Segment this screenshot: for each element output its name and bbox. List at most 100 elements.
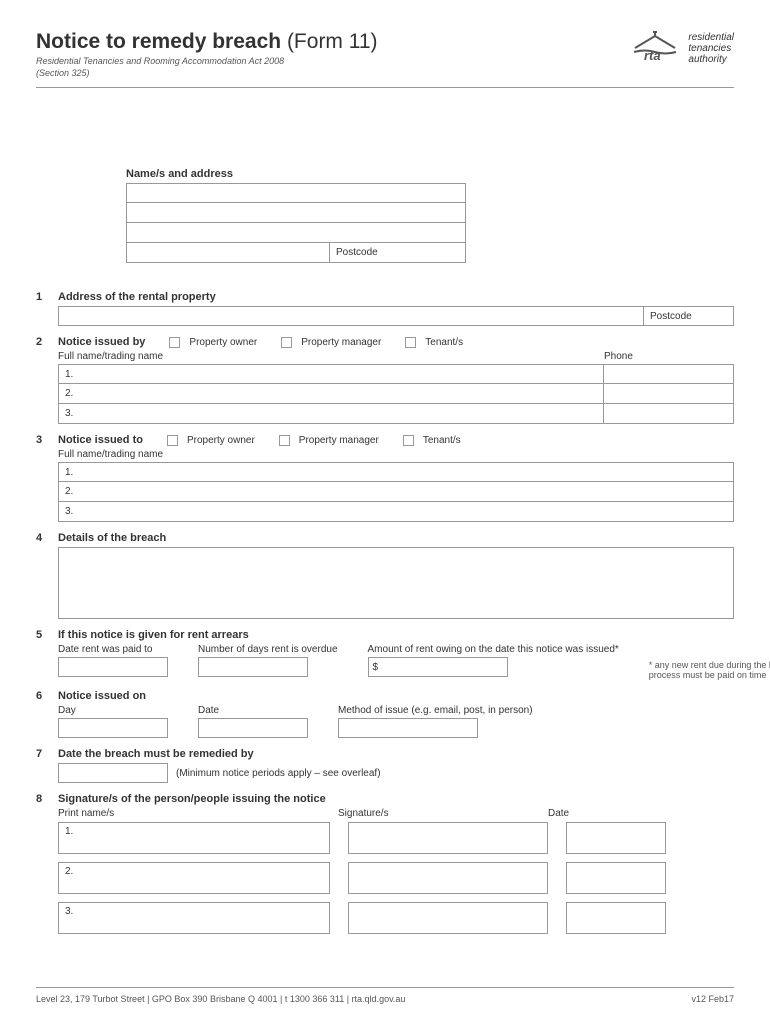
signature-label: Signature/s bbox=[338, 808, 548, 819]
to-owner-label: Property owner bbox=[187, 435, 255, 446]
footer-rule bbox=[36, 987, 734, 988]
rent-paid-input[interactable] bbox=[58, 657, 168, 677]
signature-2[interactable] bbox=[348, 862, 548, 894]
postcode-label: Postcode bbox=[330, 243, 466, 263]
rent-note: * any new rent due during the breach pro… bbox=[649, 644, 770, 680]
page-footer: Level 23, 179 Turbot Street | GPO Box 39… bbox=[36, 987, 734, 1004]
section-4-num: 4 bbox=[36, 532, 58, 619]
method-input[interactable] bbox=[338, 718, 478, 738]
section-2-num: 2 bbox=[36, 336, 58, 424]
form-header: Notice to remedy breach (Form 11) Reside… bbox=[36, 30, 734, 79]
issued-to-table: 1. 2. 3. bbox=[58, 462, 734, 522]
sig-date-3[interactable] bbox=[566, 902, 666, 934]
names-address-block: Name/s and address Postcode bbox=[126, 168, 466, 263]
issuedby-name-2[interactable]: 2. bbox=[58, 384, 604, 404]
date-label: Date bbox=[198, 705, 308, 716]
header-rule bbox=[36, 87, 734, 88]
remedy-date-input[interactable] bbox=[58, 763, 168, 783]
to-manager-checkbox[interactable] bbox=[279, 435, 290, 446]
subtitle-line1: Residential Tenancies and Rooming Accomm… bbox=[36, 56, 378, 68]
rental-address-input[interactable] bbox=[58, 306, 644, 326]
section-7-heading: Date the breach must be remedied by bbox=[58, 748, 734, 760]
logo-text: residential tenancies authority bbox=[688, 32, 734, 65]
sig-date-2[interactable] bbox=[566, 862, 666, 894]
to-tenant-checkbox[interactable] bbox=[403, 435, 414, 446]
manager-checkbox[interactable] bbox=[281, 337, 292, 348]
tenant-label: Tenant/s bbox=[425, 337, 463, 348]
issuedto-name-3[interactable]: 3. bbox=[58, 502, 734, 522]
date-input[interactable] bbox=[198, 718, 308, 738]
names-heading: Name/s and address bbox=[126, 168, 466, 180]
section-5-heading: If this notice is given for rent arrears bbox=[58, 629, 770, 641]
footer-version: v12 Feb17 bbox=[691, 994, 734, 1004]
issuedby-name-3[interactable]: 3. bbox=[58, 404, 604, 424]
days-overdue-label: Number of days rent is overdue bbox=[198, 644, 338, 655]
amount-owing-input[interactable]: $ bbox=[368, 657, 508, 677]
svg-text:rta: rta bbox=[644, 48, 661, 63]
section-3-heading: Notice issued to bbox=[58, 434, 143, 446]
section-6-heading: Notice issued on bbox=[58, 690, 734, 702]
name-input-3[interactable] bbox=[126, 223, 466, 243]
section-6-num: 6 bbox=[36, 690, 58, 738]
section-4: 4 Details of the breach bbox=[36, 532, 734, 619]
to-owner-checkbox[interactable] bbox=[167, 435, 178, 446]
subtitle-line2: (Section 325) bbox=[36, 68, 378, 80]
issuedto-name-2[interactable]: 2. bbox=[58, 482, 734, 502]
phone-label: Phone bbox=[604, 351, 734, 362]
section-5: 5 If this notice is given for rent arrea… bbox=[36, 629, 734, 680]
print-name-2[interactable]: 2. bbox=[58, 862, 330, 894]
remedy-note: (Minimum notice periods apply – see over… bbox=[176, 768, 381, 779]
issuedby-phone-2[interactable] bbox=[604, 384, 734, 404]
to-manager-label: Property manager bbox=[299, 435, 379, 446]
title-bold: Notice to remedy breach bbox=[36, 30, 281, 53]
section-3-num: 3 bbox=[36, 434, 58, 522]
sig-date-1[interactable] bbox=[566, 822, 666, 854]
logo-block: rta residential tenancies authority bbox=[630, 30, 734, 66]
section-7-num: 7 bbox=[36, 748, 58, 783]
section-8-heading: Signature/s of the person/people issuing… bbox=[58, 793, 734, 805]
sig-date-label: Date bbox=[548, 808, 648, 819]
tenant-checkbox[interactable] bbox=[405, 337, 416, 348]
issued-by-row: Notice issued by Property owner Property… bbox=[58, 336, 734, 348]
name-input-2[interactable] bbox=[126, 203, 466, 223]
manager-label: Property manager bbox=[301, 337, 381, 348]
section-1-heading: Address of the rental property bbox=[58, 291, 734, 303]
method-label: Method of issue (e.g. email, post, in pe… bbox=[338, 705, 533, 716]
section-4-heading: Details of the breach bbox=[58, 532, 734, 544]
name-input-4[interactable] bbox=[126, 243, 330, 263]
issuedby-name-1[interactable]: 1. bbox=[58, 364, 604, 384]
issuedby-phone-3[interactable] bbox=[604, 404, 734, 424]
section-3: 3 Notice issued to Property owner Proper… bbox=[36, 434, 734, 522]
logo-text-l1: residential bbox=[688, 32, 734, 43]
issuedto-name-1[interactable]: 1. bbox=[58, 462, 734, 482]
section-7: 7 Date the breach must be remedied by (M… bbox=[36, 748, 734, 783]
issuedby-phone-1[interactable] bbox=[604, 364, 734, 384]
print-name-3[interactable]: 3. bbox=[58, 902, 330, 934]
signature-1[interactable] bbox=[348, 822, 548, 854]
owner-checkbox[interactable] bbox=[169, 337, 180, 348]
print-name-1[interactable]: 1. bbox=[58, 822, 330, 854]
title-block: Notice to remedy breach (Form 11) Reside… bbox=[36, 30, 378, 79]
logo-text-l3: authority bbox=[688, 54, 734, 65]
day-label: Day bbox=[58, 705, 168, 716]
footer-address: Level 23, 179 Turbot Street | GPO Box 39… bbox=[36, 994, 405, 1004]
issuedto-sublabel: Full name/trading name bbox=[58, 449, 734, 460]
to-tenant-label: Tenant/s bbox=[423, 435, 461, 446]
section-8: 8 Signature/s of the person/people issui… bbox=[36, 793, 734, 942]
title-light: (Form 11) bbox=[287, 30, 378, 53]
breach-details-input[interactable] bbox=[58, 547, 734, 619]
logo-text-l2: tenancies bbox=[688, 43, 734, 54]
print-name-label: Print name/s bbox=[58, 808, 338, 819]
section-1-num: 1 bbox=[36, 291, 58, 326]
day-input[interactable] bbox=[58, 718, 168, 738]
issued-by-table: 1. 2. 3. bbox=[58, 364, 734, 424]
signature-3[interactable] bbox=[348, 902, 548, 934]
section-2: 2 Notice issued by Property owner Proper… bbox=[36, 336, 734, 424]
days-overdue-input[interactable] bbox=[198, 657, 308, 677]
name-input-1[interactable] bbox=[126, 183, 466, 203]
rta-logo-icon: rta bbox=[630, 30, 680, 66]
section-6: 6 Notice issued on Day Date Method of is… bbox=[36, 690, 734, 738]
section-8-num: 8 bbox=[36, 793, 58, 942]
subtitle: Residential Tenancies and Rooming Accomm… bbox=[36, 56, 378, 79]
form-title: Notice to remedy breach (Form 11) bbox=[36, 30, 378, 54]
